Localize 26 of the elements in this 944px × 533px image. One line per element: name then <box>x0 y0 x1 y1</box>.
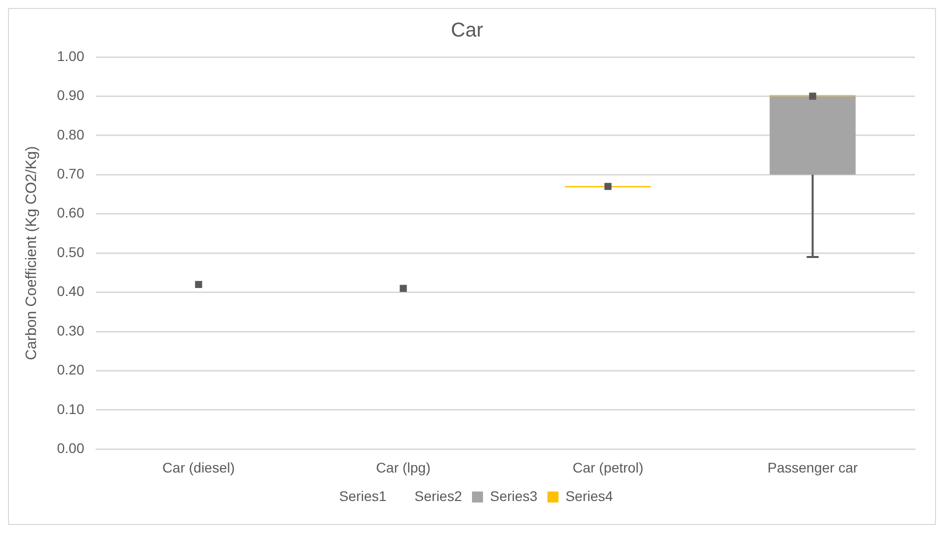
bar <box>770 96 856 175</box>
y-tick-label: 0.80 <box>57 126 84 142</box>
point <box>809 92 816 100</box>
point <box>604 182 612 190</box>
y-tick-label: 0.40 <box>57 283 84 300</box>
y-tick-label: 0.20 <box>57 362 84 378</box>
x-tick-label: Car (lpg) <box>376 459 431 476</box>
text: Series2 <box>414 488 462 504</box>
y-axis-title: Carbon Coefficient (Kg CO2/Kg) <box>23 146 40 360</box>
y-tick-label: 0.50 <box>57 244 84 260</box>
point <box>195 280 202 288</box>
legend-label: Series4 <box>565 488 614 504</box>
y-tick-label: 0.70 <box>57 166 84 182</box>
y-tick-label: 0.60 <box>57 204 84 221</box>
chart-title: Car <box>450 20 484 42</box>
y-tick-label: 1.00 <box>57 48 84 64</box>
legend-label: Series3 <box>490 488 538 504</box>
x-tick-label: Passenger car <box>768 459 858 476</box>
y-tick-label: 0.30 <box>57 322 84 338</box>
y-tick-label: 0.90 <box>57 87 84 104</box>
x-tick-label: Car (petrol) <box>572 459 644 476</box>
text: Series1 <box>339 488 387 504</box>
y-tick-label: 0.00 <box>57 440 84 456</box>
point <box>400 284 407 292</box>
y-tick-label: 0.10 <box>57 400 84 417</box>
x-tick-label: Car (diesel) <box>162 459 235 476</box>
